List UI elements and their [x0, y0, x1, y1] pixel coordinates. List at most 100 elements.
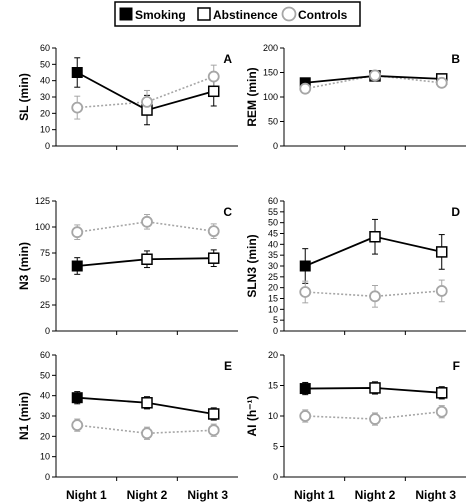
y-tick-label: 5	[273, 315, 278, 325]
abstinence-point	[141, 397, 153, 409]
x-tick-label: Night 1	[66, 488, 107, 502]
controls-point	[207, 424, 220, 437]
y-tick-label: 50	[40, 274, 50, 284]
y-tick-label: 100	[35, 222, 50, 232]
y-tick-label: 40	[268, 239, 278, 249]
controls-point	[71, 101, 84, 114]
panel-letter: A	[223, 52, 232, 66]
controls-line	[77, 75, 215, 109]
y-tick-label: 10	[268, 411, 278, 421]
controls-point	[435, 76, 448, 89]
y-tick-label: 20	[40, 108, 50, 118]
y-tick-label: 60	[268, 196, 278, 206]
panel-e: 0 10 20 30 40 50 60 N1 (min) E Night 1 Night 2 Nigh…	[17, 350, 238, 502]
y-tick-label: 0	[45, 472, 50, 482]
y-axis-label: N1 (min)	[17, 392, 31, 440]
smoking-point	[71, 67, 83, 78]
abstinence-point	[369, 382, 381, 394]
controls-point	[369, 69, 381, 82]
controls-point	[71, 226, 84, 239]
y-tick-label: 30	[268, 261, 278, 271]
controls-point	[299, 82, 312, 95]
y-axis-label: N3 (min)	[17, 242, 31, 290]
controls-point	[299, 286, 312, 298]
y-tick-label: 0	[273, 472, 278, 482]
y-tick-label: 55	[268, 207, 278, 217]
panel-letter: C	[223, 205, 232, 219]
legend-controls-label: Controls	[298, 8, 348, 22]
x-tick-label: Night 1	[294, 488, 335, 502]
x-tick-label: Night 3	[187, 488, 228, 502]
y-axis-label: REM (min)	[245, 67, 259, 126]
smoking-point	[71, 260, 83, 272]
panel-letter: F	[453, 359, 460, 373]
controls-point	[141, 96, 153, 108]
controls-point	[369, 413, 381, 425]
panel-f: 0 5 10 15 20 AI (h⁻¹) F Night 1 Night 2 Night 3	[245, 350, 466, 502]
y-tick-label: 40	[40, 391, 50, 401]
y-tick-label: 60	[40, 43, 50, 53]
y-tick-label: 50	[268, 117, 278, 127]
y-tick-label: 200	[263, 43, 278, 53]
y-tick-label: 15	[268, 294, 278, 304]
controls-point	[299, 410, 312, 422]
controls-point	[207, 225, 220, 238]
legend-smoking-label: Smoking	[135, 8, 186, 22]
y-axis-label: AI (h⁻¹)	[245, 396, 259, 437]
controls-point	[141, 215, 153, 228]
legend-abstinence-marker	[197, 7, 211, 21]
y-tick-label: 10	[40, 125, 50, 135]
y-tick-label: 25	[40, 300, 50, 310]
y-tick-label: 10	[268, 304, 278, 314]
y-tick-label: 15	[268, 381, 278, 391]
y-tick-label: 35	[268, 250, 278, 260]
panel-letter: E	[224, 359, 232, 373]
abstinence-point	[207, 408, 220, 420]
abstinence-point	[141, 253, 153, 265]
y-tick-label: 50	[268, 218, 278, 228]
legend: Smoking Abstinence Controls	[114, 1, 361, 27]
y-tick-label: 40	[40, 76, 50, 86]
controls-point	[435, 405, 448, 418]
y-tick-label: 0	[273, 141, 278, 151]
smoking-point	[299, 383, 311, 395]
y-tick-label: 150	[263, 68, 278, 78]
y-tick-label: 5	[273, 442, 278, 452]
abstinence-point	[435, 246, 448, 258]
smoking-point	[299, 260, 311, 272]
x-tick-label: Night 2	[355, 488, 396, 502]
panel-letter: D	[451, 205, 460, 219]
y-tick-label: 30	[40, 411, 50, 421]
y-tick-label: 20	[268, 283, 278, 293]
y-tick-label: 20	[268, 350, 278, 360]
abstinence-point	[207, 252, 220, 264]
y-tick-label: 0	[45, 326, 50, 336]
y-tick-label: 20	[40, 431, 50, 441]
panel-letter: B	[451, 52, 460, 66]
legend-smoking-marker	[119, 7, 133, 21]
y-tick-label: 125	[35, 196, 50, 206]
controls-point	[435, 285, 448, 297]
y-axis-label: SLN3 (min)	[245, 234, 259, 297]
y-tick-label: 25	[268, 272, 278, 282]
panel-c: 0 25 50 75 100 125 N3 (min) C	[17, 196, 238, 336]
legend-frame	[114, 1, 361, 27]
controls-point	[207, 70, 220, 83]
y-tick-label: 50	[40, 370, 50, 380]
y-tick-label: 75	[40, 248, 50, 258]
y-tick-label: 10	[40, 452, 50, 462]
y-tick-label: 0	[273, 326, 278, 336]
legend-abstinence-label: Abstinence	[213, 8, 278, 22]
controls-point	[369, 290, 381, 303]
y-tick-label: 50	[40, 59, 50, 69]
smoking-point	[71, 392, 83, 404]
y-tick-label: 100	[263, 92, 278, 102]
y-tick-label: 45	[268, 229, 278, 239]
abstinence-point	[207, 85, 220, 98]
legend-controls-marker	[281, 6, 297, 22]
abstinence-point	[369, 231, 381, 243]
abstinence-point	[435, 387, 448, 399]
